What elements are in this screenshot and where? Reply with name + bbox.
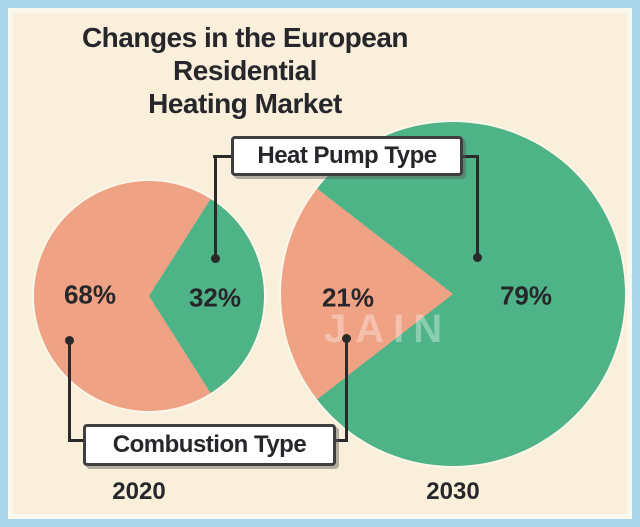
watermark: JAIN (324, 307, 452, 351)
connector-combustion-right-horizontal (334, 439, 348, 442)
connector-dot-2030-combustion (342, 334, 351, 343)
connector-dot-2020-heatpump (211, 254, 220, 263)
connector-heatpump-left-vertical (214, 155, 217, 259)
connector-heatpump-right-horizontal (461, 155, 479, 158)
pie-chart-2030 (281, 122, 625, 466)
heat-pump-type-callout: Heat Pump Type (231, 136, 463, 176)
pct-label-2020-combustion: 68% (63, 279, 117, 310)
connector-heatpump-left-horizontal (213, 155, 233, 158)
chart-title-line2: Heating Market (148, 88, 342, 119)
connector-heatpump-right-vertical (476, 155, 479, 258)
connector-dot-2020-combustion (65, 336, 74, 345)
pie-chart-2020 (34, 181, 264, 411)
connector-combustion-left-vertical (68, 341, 71, 442)
combustion-type-callout: Combustion Type (83, 424, 336, 466)
connector-combustion-left-horizontal (68, 439, 85, 442)
connector-dot-2030-heatpump (473, 253, 482, 262)
year-label-2030: 2030 (426, 478, 480, 505)
pct-label-2030-combustion: 21% (321, 282, 375, 313)
year-label-2020: 2020 (112, 478, 166, 505)
pct-label-2020-heatpump: 32% (188, 282, 242, 313)
pct-label-2030-heatpump: 79% (499, 280, 553, 311)
connector-combustion-right-vertical (345, 339, 348, 442)
chart-title: Changes in the European Residential Heat… (12, 21, 478, 120)
chart-title-line1: Changes in the European Residential (81, 22, 409, 86)
